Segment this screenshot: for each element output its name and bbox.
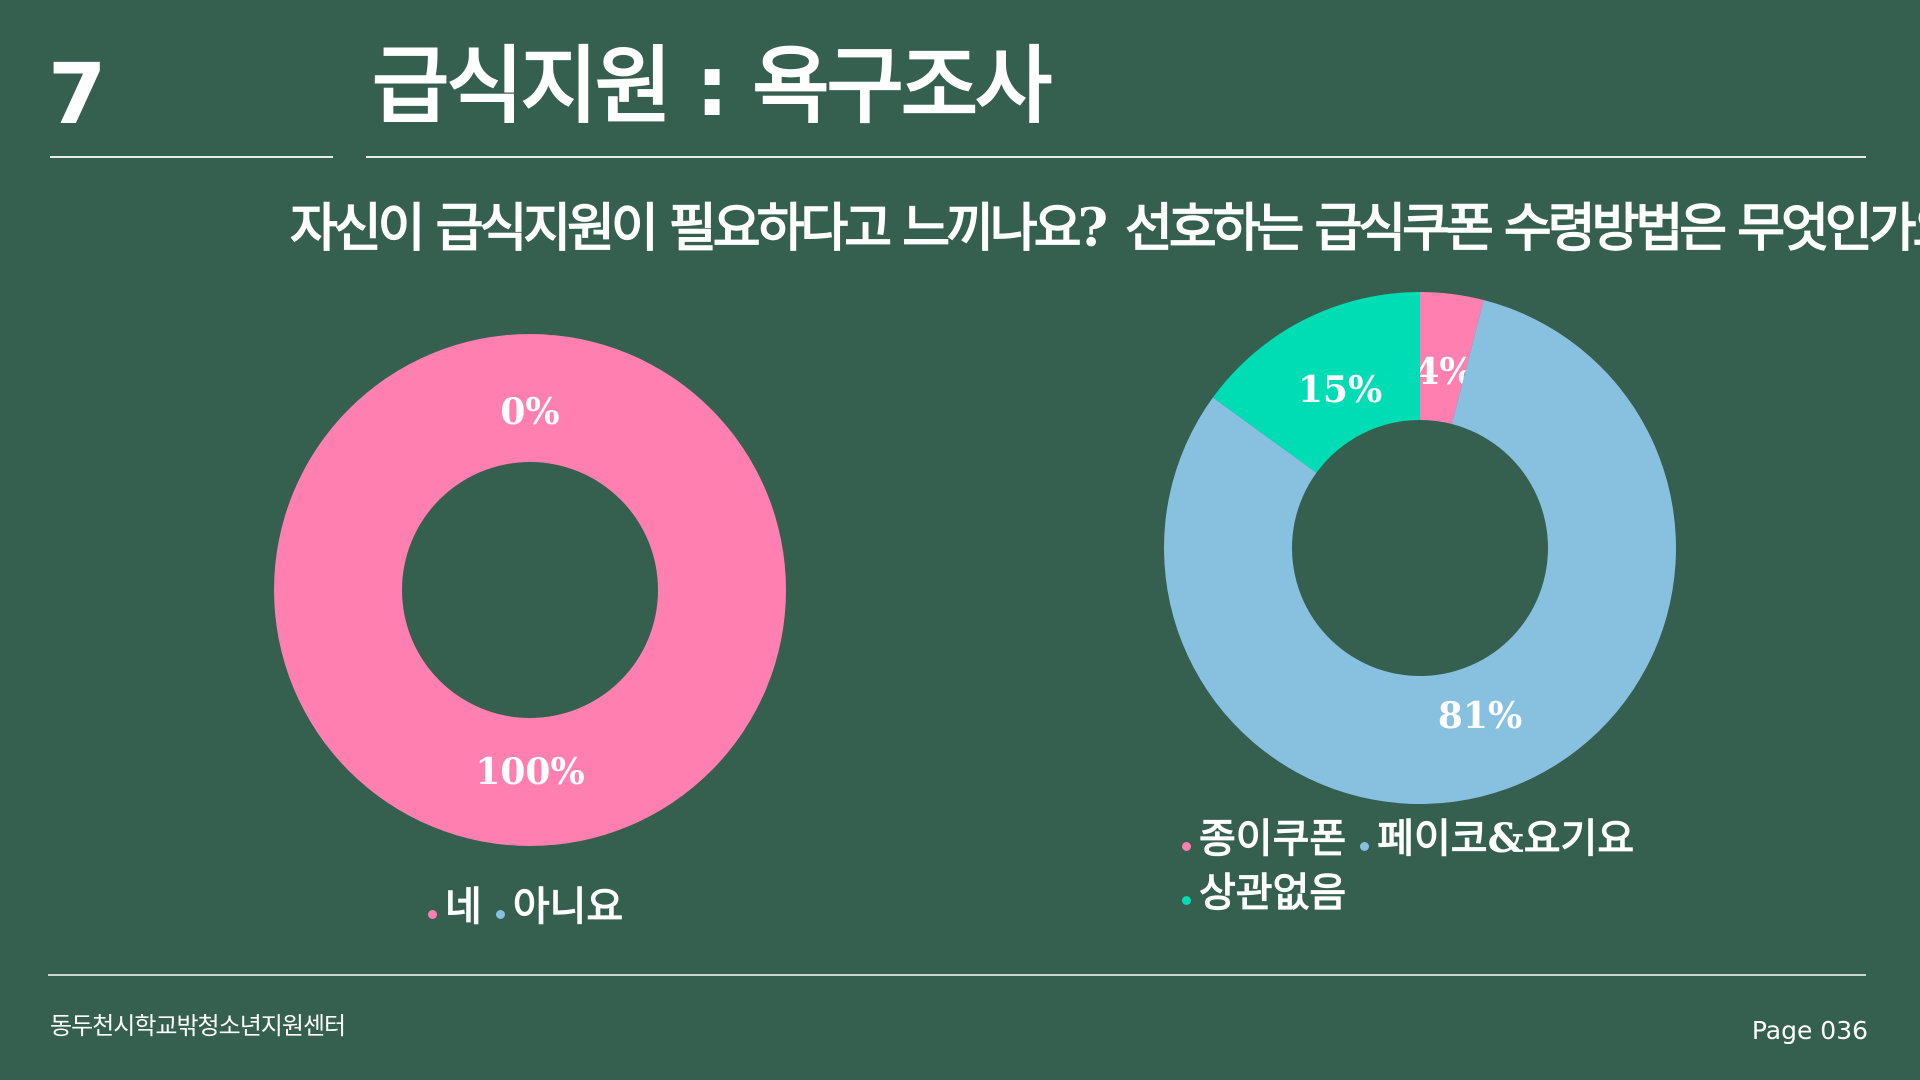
chart-1-title: 자신이 급식지원이 필요하다고 느끼나요? bbox=[290, 198, 1108, 259]
header-divider-left bbox=[50, 156, 333, 158]
header-divider-right bbox=[366, 156, 1866, 158]
slice-종이쿠폰 bbox=[1420, 292, 1484, 425]
legend-label-아니요: 아니요 bbox=[512, 883, 624, 930]
legend-marker-페이코&요기요 bbox=[1360, 841, 1370, 851]
legend-item-네: 네 bbox=[428, 880, 482, 934]
legend-label-네: 네 bbox=[445, 883, 482, 930]
legend-marker-네 bbox=[428, 909, 437, 919]
data-label-아니요: 0% bbox=[500, 391, 559, 433]
donut-chart-coupon-method: 4%81%15% bbox=[1164, 292, 1676, 804]
chart-2-legend: 종이쿠폰 페이코&요기요상관없음 bbox=[1182, 812, 1702, 920]
footer-divider bbox=[48, 974, 1866, 976]
slice-상관없음 bbox=[1212, 292, 1420, 473]
legend-item-종이쿠폰: 종이쿠폰 bbox=[1182, 812, 1346, 866]
legend-item-상관없음: 상관없음 bbox=[1182, 866, 1346, 920]
legend-marker-아니요 bbox=[495, 909, 505, 919]
data-label-네: 100% bbox=[475, 751, 584, 793]
legend-marker-상관없음 bbox=[1182, 895, 1191, 905]
chart-1-legend: 네 아니요 bbox=[428, 880, 637, 934]
donut-chart-need: 100% 0% bbox=[274, 334, 786, 846]
footer-organization: 동두천시학교밖청소년지원센터 bbox=[50, 1012, 346, 1040]
slide-title: 급식지원 : 욕구조사 bbox=[372, 37, 1052, 135]
legend-label-페이코&요기요: 페이코&요기요 bbox=[1377, 815, 1635, 862]
data-label-페이코&요기요: 81% bbox=[1438, 695, 1522, 737]
chart-2-title: 선호하는 급식쿠폰 수령방법은 무엇인가요? bbox=[1125, 198, 1920, 259]
legend-label-종이쿠폰: 종이쿠폰 bbox=[1199, 815, 1347, 862]
legend-item-페이코&요기요: 페이코&요기요 bbox=[1360, 812, 1634, 866]
legend-label-상관없음: 상관없음 bbox=[1199, 869, 1347, 916]
slide-number: 7 bbox=[48, 45, 107, 143]
legend-marker-종이쿠폰 bbox=[1182, 841, 1191, 851]
page-number: Page 036 bbox=[1751, 1016, 1868, 1045]
slice-페이코&요기요 bbox=[1164, 300, 1676, 804]
data-label-상관없음: 15% bbox=[1298, 369, 1382, 411]
slice-네 bbox=[274, 334, 786, 846]
legend-item-아니요: 아니요 bbox=[495, 880, 624, 934]
